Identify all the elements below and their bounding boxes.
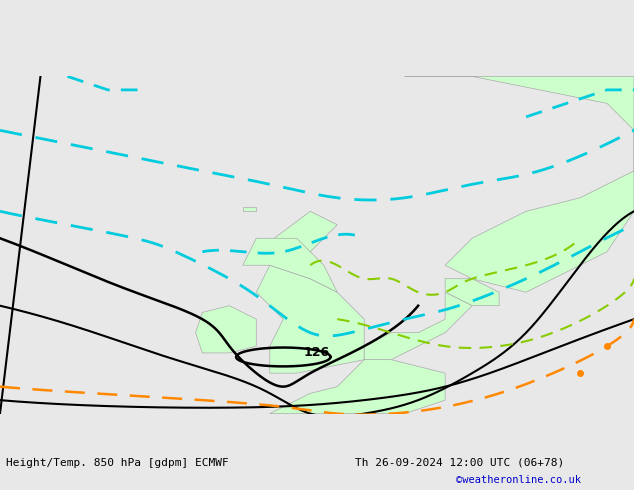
Polygon shape (404, 76, 634, 292)
Polygon shape (256, 211, 337, 265)
Polygon shape (364, 292, 472, 360)
Text: ©weatheronline.co.uk: ©weatheronline.co.uk (456, 475, 581, 485)
Polygon shape (270, 360, 445, 414)
Text: Height/Temp. 850 hPa [gdpm] ECMWF: Height/Temp. 850 hPa [gdpm] ECMWF (6, 458, 229, 468)
Polygon shape (445, 279, 499, 306)
Text: 126: 126 (304, 345, 330, 359)
Polygon shape (256, 265, 364, 373)
Polygon shape (243, 207, 256, 211)
Polygon shape (243, 238, 337, 292)
Text: Th 26-09-2024 12:00 UTC (06+78): Th 26-09-2024 12:00 UTC (06+78) (355, 458, 564, 468)
Polygon shape (196, 306, 256, 353)
